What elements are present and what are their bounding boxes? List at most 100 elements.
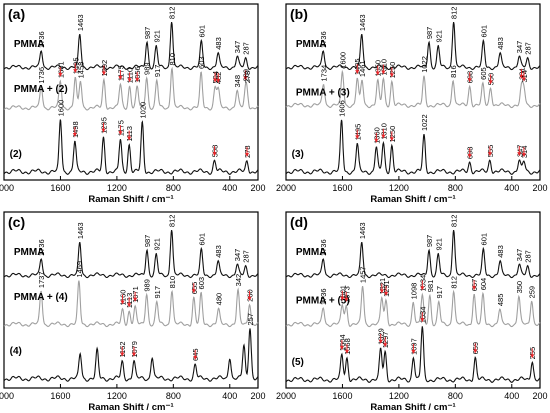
- peak-arrowhead: [420, 318, 425, 323]
- spectrum-line: [285, 21, 541, 71]
- series-label: PMMA + (4): [14, 292, 68, 303]
- x-tick-label: 1600: [50, 183, 70, 193]
- x-tick-label: 400: [504, 183, 519, 193]
- peak-label: 1600: [56, 100, 65, 117]
- peak-label: 1606: [338, 100, 347, 117]
- peak-label: 483: [214, 37, 223, 50]
- spectrum-line: [285, 326, 541, 383]
- peak-label: 1736: [37, 67, 46, 84]
- peak-arrowhead: [247, 296, 252, 301]
- x-tick-label: 200: [250, 391, 265, 401]
- peak-label: 483: [214, 245, 223, 258]
- spectrum-line: [3, 328, 259, 382]
- peak-label: 1022: [420, 114, 429, 131]
- peak-label: 1736: [319, 288, 328, 305]
- x-tick-label: 2000: [0, 183, 14, 193]
- peak-arrowhead: [389, 137, 394, 142]
- peak-arrowhead: [381, 70, 386, 75]
- peak-label: 812: [168, 7, 177, 20]
- peak-arrowhead: [467, 78, 472, 83]
- peak-arrowhead: [488, 80, 493, 85]
- peak-label: 287: [524, 42, 533, 55]
- peak-label: 1736: [37, 31, 46, 48]
- x-tick-label: 800: [166, 183, 181, 193]
- peak-arrowhead: [473, 349, 478, 354]
- peak-arrowhead: [127, 303, 132, 308]
- peak-label: 1600: [338, 52, 347, 69]
- peak-label: 483: [496, 37, 505, 50]
- peak-arrowhead: [101, 71, 106, 76]
- x-tick-label: 1200: [389, 391, 409, 401]
- peak-label: 987: [425, 235, 434, 248]
- peak-arrowhead: [243, 76, 248, 81]
- peak-arrowhead: [339, 346, 344, 351]
- peak-arrowhead: [101, 128, 106, 133]
- x-tick-label: 2000: [0, 391, 14, 401]
- peak-arrowhead: [530, 354, 535, 359]
- peak-label: 989: [143, 279, 152, 292]
- peak-arrowhead: [379, 289, 384, 294]
- series-2: PMMA + (4)173714691160111310719899178106…: [3, 261, 259, 328]
- series-label: (4): [10, 346, 22, 357]
- peak-label: 1463: [76, 222, 85, 239]
- peak-label: 812: [450, 276, 459, 289]
- series-3: (2)160014981295117511131020508278: [3, 100, 259, 175]
- peak-label: 259: [528, 286, 537, 299]
- peak-arrowhead: [383, 343, 388, 348]
- series-label: (2): [10, 149, 22, 160]
- peak-arrowhead: [127, 136, 132, 141]
- x-tick-label: 800: [448, 391, 463, 401]
- peak-label: 810: [168, 53, 177, 66]
- peak-label: 601: [479, 25, 488, 38]
- plot-frame: [3, 3, 259, 181]
- peak-label: 981: [426, 280, 435, 293]
- peak-arrowhead: [191, 289, 196, 294]
- x-tick-label: 200: [250, 183, 265, 193]
- peak-label: 480: [214, 293, 223, 306]
- x-tick-label: 400: [504, 391, 519, 401]
- series-3: (5)160415681329129710971034659255: [285, 307, 541, 383]
- peak-label: 257: [246, 313, 255, 326]
- peak-label: 350: [515, 281, 524, 294]
- x-axis-label: Raman Shift / cm⁻¹: [88, 194, 173, 205]
- peak-arrowhead: [355, 135, 360, 140]
- spectrum-line: [285, 69, 541, 109]
- peak-arrowhead: [72, 133, 77, 138]
- peak-label: 1736: [319, 239, 328, 256]
- peak-label: 601: [197, 233, 206, 246]
- peak-arrowhead: [133, 297, 138, 302]
- peak-label: 342: [234, 274, 243, 287]
- x-tick-label: 2000: [276, 391, 296, 401]
- peak-arrowhead: [58, 73, 63, 78]
- peak-label: 347: [515, 249, 524, 262]
- peak-label: 1734: [320, 65, 329, 82]
- spectrum-line: [285, 119, 541, 175]
- x-tick-label: 2000: [276, 183, 296, 193]
- peak-arrowhead: [193, 355, 198, 360]
- x-axis-label: Raman Shift / cm⁻¹: [88, 402, 173, 413]
- peak-arrowhead: [135, 77, 140, 82]
- peak-arrowhead: [216, 79, 221, 84]
- peak-arrowhead: [212, 152, 217, 157]
- panel-a: (a) 2000 1600 1200 800 400 200 Raman Shift / cm…: [0, 3, 266, 205]
- peak-label: 921: [434, 238, 443, 251]
- peak-arrowhead: [344, 349, 349, 354]
- series-label: PMMA: [14, 247, 45, 258]
- x-tick-label: 1200: [107, 391, 127, 401]
- peak-label: 1463: [358, 222, 367, 239]
- peak-label: 347: [233, 41, 242, 54]
- peak-label: 1736: [319, 31, 328, 48]
- x-axis-label: Raman Shift / cm⁻¹: [370, 194, 455, 205]
- series-label: PMMA: [14, 39, 45, 50]
- spectrum-line: [3, 119, 259, 175]
- peak-label: 917: [153, 65, 162, 78]
- series-2: PMMA + (3)173416001495146113501310125010…: [285, 52, 541, 109]
- panel-label: (d): [290, 214, 308, 230]
- peak-label: 605: [479, 67, 488, 80]
- peak-label: 601: [479, 233, 488, 246]
- peak-arrowhead: [521, 153, 526, 158]
- peak-arrowhead: [411, 349, 416, 354]
- peak-arrowhead: [344, 297, 349, 302]
- peak-arrowhead: [519, 74, 524, 79]
